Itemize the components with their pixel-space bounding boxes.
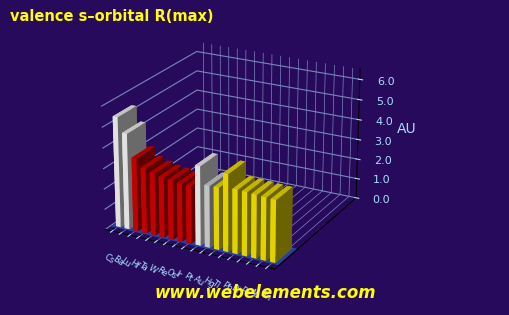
Text: www.webelements.com: www.webelements.com [154, 284, 375, 302]
Text: valence s–orbital R(max): valence s–orbital R(max) [10, 9, 213, 25]
